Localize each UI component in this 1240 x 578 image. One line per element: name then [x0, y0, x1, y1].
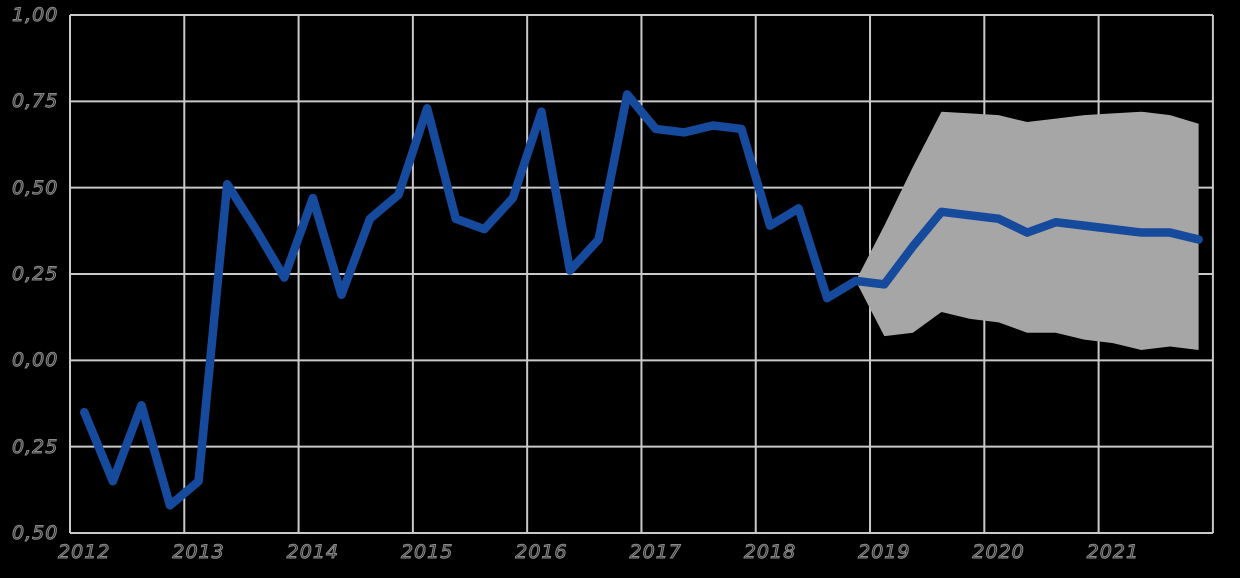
x-tick-label: 2021	[1086, 541, 1140, 563]
y-tick-label: 0,25	[12, 263, 59, 285]
x-tick-label: 2016	[515, 541, 568, 563]
y-tick-label: 1,00	[12, 4, 59, 26]
y-tick-label: 0,25	[12, 435, 59, 458]
x-tick-label: 2018	[743, 541, 797, 563]
y-tick-label: 0,00	[12, 349, 59, 372]
y-tick-label: 0,50	[12, 522, 59, 544]
x-tick-label: 2015	[400, 541, 454, 563]
x-tick-label: 2012	[58, 541, 111, 563]
x-tick-label: 2020	[972, 541, 1025, 563]
data-line	[80, 90, 1203, 510]
y-tick-label: 0,75	[12, 90, 59, 113]
y-tick-label: 0,50	[12, 176, 59, 199]
x-tick-label: 2019	[858, 541, 911, 563]
x-tick-label: 2014	[286, 541, 340, 563]
x-tick-label: 2017	[629, 541, 682, 563]
x-tick-label: 2013	[172, 541, 225, 563]
